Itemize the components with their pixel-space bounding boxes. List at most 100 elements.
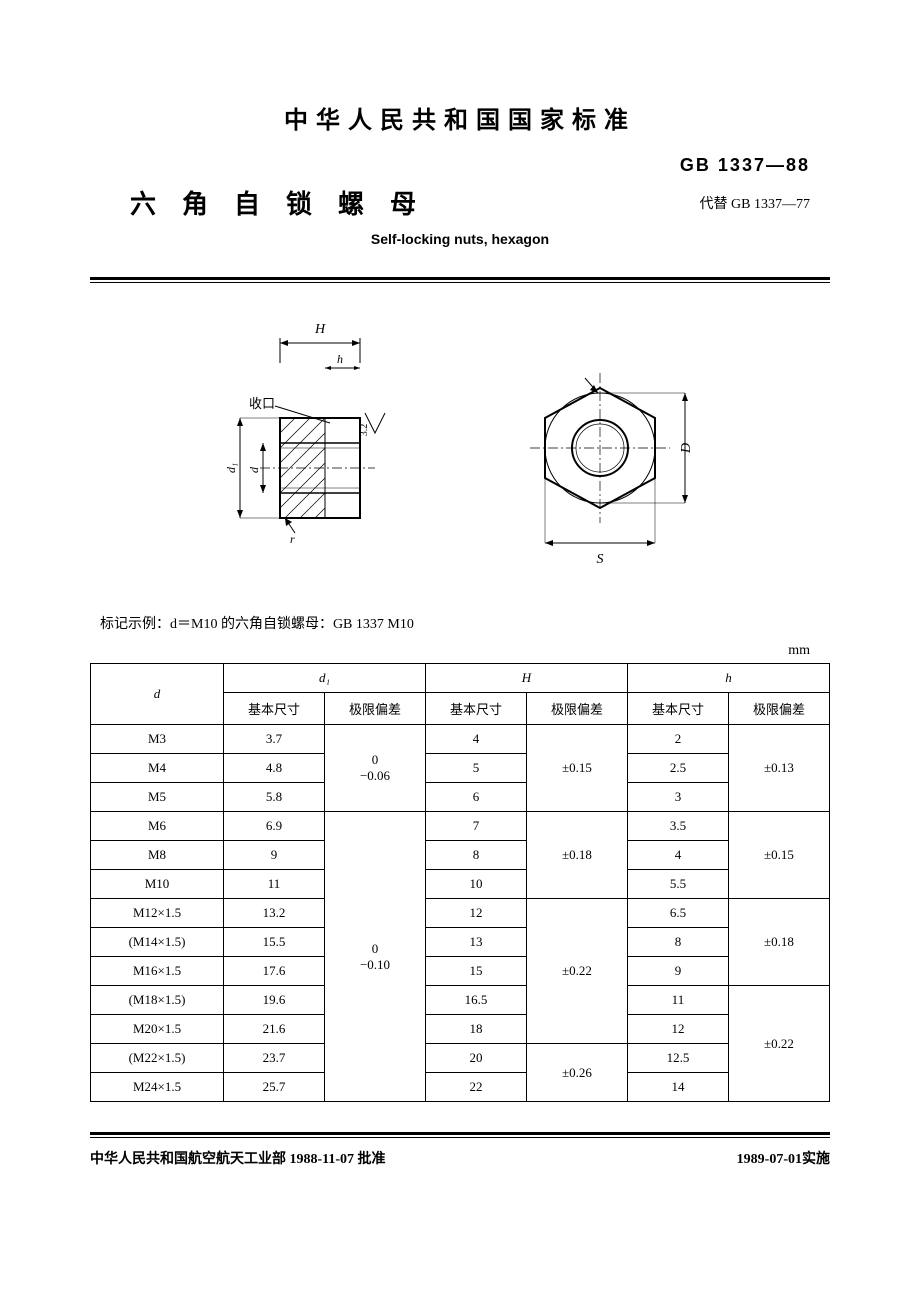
table-row: (M14×1.5) 15.5 13 8 <box>91 928 830 957</box>
svg-text:h: h <box>337 352 343 366</box>
cell-H: 10 <box>425 870 526 899</box>
national-standard-title: 中华人民共和国国家标准 <box>90 100 830 135</box>
standard-code: GB 1337—88 <box>680 155 810 176</box>
cell-H-tol: ±0.22 <box>526 899 627 1044</box>
unit-label: mm <box>90 643 830 659</box>
cell-d: M24×1.5 <box>91 1073 224 1102</box>
h-tol-header: 极限偏差 <box>728 693 829 725</box>
svg-text:d₁: d₁ <box>224 463 238 473</box>
cell-d1: 3.7 <box>224 725 325 754</box>
divider-thin <box>90 282 830 283</box>
svg-text:D: D <box>679 443 694 454</box>
cell-d1: 11 <box>224 870 325 899</box>
table-row: M20×1.5 21.6 18 12 <box>91 1015 830 1044</box>
cell-H: 20 <box>425 1044 526 1073</box>
cell-h: 8 <box>627 928 728 957</box>
technical-diagram: H h 收口 3.2 d₁ <box>90 303 830 593</box>
cell-H: 13 <box>425 928 526 957</box>
replaces-text: 代替 GB 1337—77 <box>700 193 830 213</box>
cell-H: 6 <box>425 783 526 812</box>
cell-H: 22 <box>425 1073 526 1102</box>
cell-h-tol: ±0.13 <box>728 725 829 812</box>
approved-text: 中华人民共和国航空航天工业部 1988-11-07 批准 <box>90 1148 386 1168</box>
cell-d: (M18×1.5) <box>91 986 224 1015</box>
col-d-header: d <box>154 686 161 701</box>
cell-H: 4 <box>425 725 526 754</box>
cell-H: 16.5 <box>425 986 526 1015</box>
svg-text:收口: 收口 <box>249 396 275 411</box>
cell-d1: 17.6 <box>224 957 325 986</box>
cell-d1-tol: 0−0.10 <box>325 812 426 1102</box>
col-H-header: H <box>522 670 531 685</box>
cell-d1-tol: 0−0.06 <box>325 725 426 812</box>
cell-H-tol: ±0.18 <box>526 812 627 899</box>
cell-d1: 9 <box>224 841 325 870</box>
cell-H: 18 <box>425 1015 526 1044</box>
cell-h: 12.5 <box>627 1044 728 1073</box>
dimensions-table: d d₁ H h 基本尺寸 极限偏差 基本尺寸 极限偏差 基本尺寸 极限偏差 M… <box>90 663 830 1102</box>
H-basic-header: 基本尺寸 <box>425 693 526 725</box>
H-tol-header: 极限偏差 <box>526 693 627 725</box>
cell-H: 5 <box>425 754 526 783</box>
cell-d1: 23.7 <box>224 1044 325 1073</box>
cell-d: M20×1.5 <box>91 1015 224 1044</box>
cell-d: M4 <box>91 754 224 783</box>
cell-d1: 5.8 <box>224 783 325 812</box>
table-row: (M18×1.5) 19.6 16.5 11 ±0.22 <box>91 986 830 1015</box>
cell-d: (M14×1.5) <box>91 928 224 957</box>
cell-d: M6 <box>91 812 224 841</box>
d1-basic-header: 基本尺寸 <box>224 693 325 725</box>
cell-H: 8 <box>425 841 526 870</box>
cell-h: 4 <box>627 841 728 870</box>
table-row: M8 9 8 4 <box>91 841 830 870</box>
cell-H: 7 <box>425 812 526 841</box>
english-title: Self-locking nuts, hexagon <box>90 231 830 247</box>
cell-d: M8 <box>91 841 224 870</box>
cell-d1: 6.9 <box>224 812 325 841</box>
divider-thick <box>90 277 830 280</box>
cell-h: 2 <box>627 725 728 754</box>
table-row: M10 11 10 5.5 <box>91 870 830 899</box>
cell-h-tol: ±0.15 <box>728 812 829 899</box>
table-row: M6 6.9 0−0.10 7 ±0.18 3.5 ±0.15 <box>91 812 830 841</box>
cell-d1: 21.6 <box>224 1015 325 1044</box>
cell-d: M16×1.5 <box>91 957 224 986</box>
cell-h: 12 <box>627 1015 728 1044</box>
cell-H: 15 <box>425 957 526 986</box>
cell-d: M5 <box>91 783 224 812</box>
svg-text:S: S <box>597 552 604 567</box>
table-row: M16×1.5 17.6 15 9 <box>91 957 830 986</box>
cell-d1: 4.8 <box>224 754 325 783</box>
cell-h: 9 <box>627 957 728 986</box>
footer-divider-thick <box>90 1132 830 1135</box>
svg-text:d: d <box>247 466 261 473</box>
cell-h: 5.5 <box>627 870 728 899</box>
cell-h: 2.5 <box>627 754 728 783</box>
cell-d: M3 <box>91 725 224 754</box>
table-row: M4 4.8 5 2.5 <box>91 754 830 783</box>
cell-d: (M22×1.5) <box>91 1044 224 1073</box>
cell-h: 3 <box>627 783 728 812</box>
cell-d1: 19.6 <box>224 986 325 1015</box>
svg-text:r: r <box>290 532 295 546</box>
footer-divider-thin <box>90 1137 830 1138</box>
chinese-title: 六角自锁螺母 <box>90 184 442 221</box>
col-d1-header: d₁ <box>319 670 330 685</box>
svg-text:H: H <box>314 322 326 337</box>
cell-H-tol: ±0.15 <box>526 725 627 812</box>
cell-h: 11 <box>627 986 728 1015</box>
cell-H-tol: ±0.26 <box>526 1044 627 1102</box>
cell-H: 12 <box>425 899 526 928</box>
cell-d1: 13.2 <box>224 899 325 928</box>
h-basic-header: 基本尺寸 <box>627 693 728 725</box>
table-row: M3 3.7 0−0.06 4 ±0.15 2 ±0.13 <box>91 725 830 754</box>
d1-tol-header: 极限偏差 <box>325 693 426 725</box>
cell-h: 14 <box>627 1073 728 1102</box>
cell-d: M12×1.5 <box>91 899 224 928</box>
cell-h: 3.5 <box>627 812 728 841</box>
table-row: M12×1.5 13.2 12 ±0.22 6.5 ±0.18 <box>91 899 830 928</box>
effective-text: 1989-07-01实施 <box>737 1148 830 1168</box>
diagram-side-view: H h 收口 3.2 d₁ <box>210 318 430 578</box>
table-row: (M22×1.5) 23.7 20 ±0.26 12.5 <box>91 1044 830 1073</box>
table-row: M5 5.8 6 3 <box>91 783 830 812</box>
